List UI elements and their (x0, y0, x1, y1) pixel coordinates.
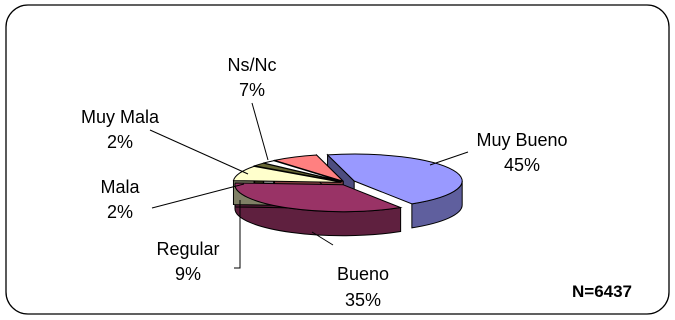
leader-line-bueno (311, 231, 334, 246)
slice-muy-bueno (326, 153, 463, 205)
slice-pct-ns-nc: 7% (239, 80, 265, 100)
slice-bueno (234, 182, 403, 213)
leader-line-ns-nc (251, 102, 269, 161)
pie-slices (232, 153, 463, 237)
slice-mala (252, 162, 343, 183)
slice-pct-muy-bueno: 45% (504, 155, 540, 175)
slice-label-regular: Regular (156, 239, 219, 259)
slice-regular (232, 165, 342, 183)
slice-label-ns-nc: Ns/Nc (228, 55, 277, 75)
leader-line-mala (151, 183, 245, 209)
slice-pct-mala: 2% (107, 202, 133, 222)
leader-line-muy-mala (149, 129, 249, 175)
leader-line-regular (234, 200, 241, 269)
slice-pct-regular: 9% (175, 264, 201, 284)
slice-label-bueno: Bueno (337, 264, 389, 284)
slice-label-muy-bueno: Muy Bueno (476, 130, 567, 150)
leader-lines (149, 102, 469, 269)
slice-ns-nc (274, 154, 344, 182)
slice-muy-mala (263, 160, 343, 183)
slice-pct-muy-mala: 2% (107, 132, 133, 152)
slice-pct-bueno: 35% (345, 290, 381, 310)
leader-line-muy-bueno (429, 151, 469, 166)
slice-label-muy-mala: Muy Mala (81, 107, 160, 127)
sample-size-note: N=6437 (572, 282, 632, 301)
slice-label-mala: Mala (100, 177, 140, 197)
